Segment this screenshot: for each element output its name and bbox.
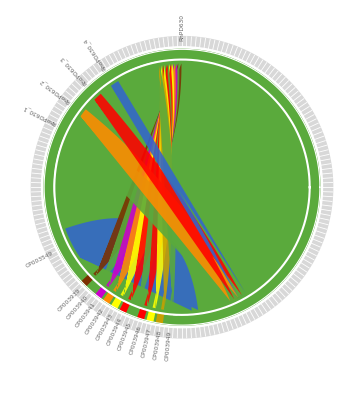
Polygon shape: [159, 65, 173, 310]
Polygon shape: [54, 60, 310, 315]
Text: CP003939: CP003939: [57, 288, 82, 312]
Polygon shape: [41, 47, 323, 328]
Polygon shape: [99, 64, 179, 282]
Polygon shape: [153, 65, 171, 308]
Polygon shape: [93, 63, 182, 276]
Polygon shape: [136, 64, 172, 304]
Text: CP003941: CP003941: [75, 301, 97, 328]
Polygon shape: [70, 127, 234, 303]
Polygon shape: [55, 114, 74, 137]
Polygon shape: [111, 81, 246, 298]
Text: CP003945: CP003945: [117, 321, 132, 351]
Polygon shape: [65, 218, 198, 311]
Polygon shape: [146, 310, 155, 322]
Polygon shape: [120, 64, 174, 296]
Text: CP003944: CP003944: [106, 317, 123, 347]
Polygon shape: [156, 312, 164, 324]
Text: CP003949: CP003949: [164, 331, 172, 362]
Polygon shape: [94, 94, 242, 300]
Polygon shape: [111, 297, 122, 309]
Polygon shape: [128, 305, 138, 317]
Polygon shape: [81, 78, 103, 100]
Polygon shape: [95, 286, 107, 299]
Polygon shape: [44, 49, 320, 325]
Polygon shape: [144, 64, 171, 306]
Text: CP003940: CP003940: [66, 295, 89, 321]
Polygon shape: [80, 109, 238, 301]
Polygon shape: [31, 36, 333, 338]
Polygon shape: [47, 214, 87, 280]
Text: CP003549: CP003549: [25, 250, 54, 269]
Polygon shape: [137, 308, 147, 320]
Polygon shape: [113, 64, 176, 292]
Text: RhoPD630_4: RhoPD630_4: [83, 36, 108, 71]
Polygon shape: [157, 65, 175, 311]
Text: RhoPD630_3: RhoPD630_3: [58, 55, 88, 86]
Polygon shape: [54, 49, 320, 325]
Polygon shape: [165, 314, 173, 325]
Text: CP003942: CP003942: [85, 307, 106, 335]
Text: RhoPD630_1: RhoPD630_1: [22, 104, 58, 126]
Text: RhPD630: RhPD630: [179, 14, 185, 41]
Text: CP003946: CP003946: [128, 325, 142, 355]
Polygon shape: [103, 292, 114, 304]
Polygon shape: [119, 301, 130, 313]
Polygon shape: [106, 64, 177, 287]
Text: CP003947: CP003947: [140, 328, 152, 358]
Polygon shape: [81, 274, 93, 286]
Polygon shape: [66, 95, 87, 118]
Text: RhoPD630_2: RhoPD630_2: [38, 78, 71, 105]
Polygon shape: [99, 66, 122, 85]
Text: CP003943: CP003943: [95, 312, 114, 341]
Polygon shape: [88, 281, 100, 293]
Polygon shape: [128, 64, 173, 300]
Text: CP003948: CP003948: [152, 330, 162, 360]
Polygon shape: [58, 63, 306, 311]
